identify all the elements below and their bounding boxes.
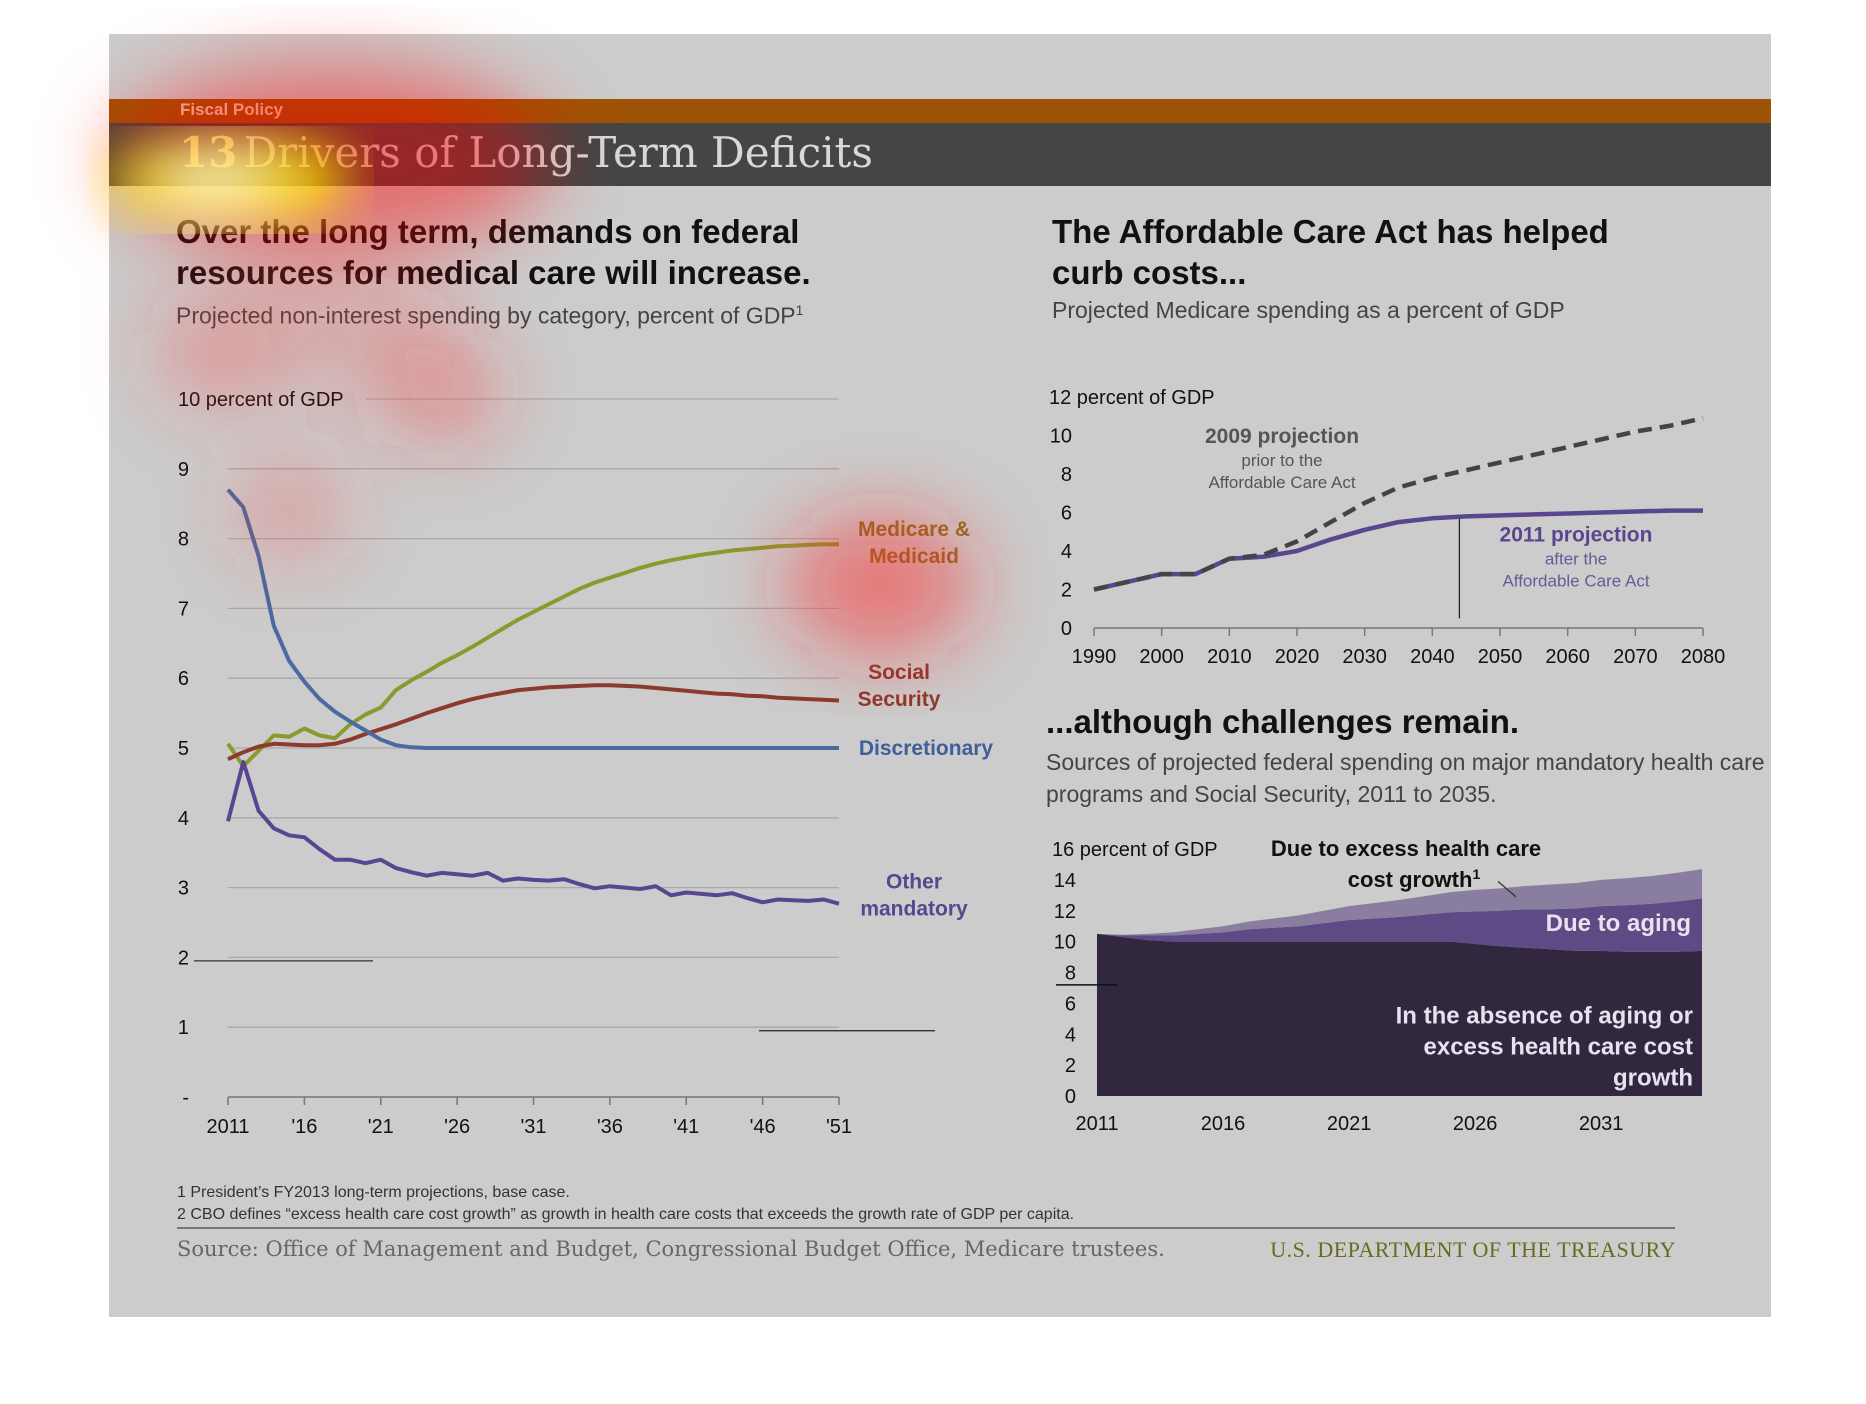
x-tick-label-2050: 2050 xyxy=(1478,646,1523,668)
y-tick-label-5: 5 xyxy=(178,738,189,760)
area-label-due-to-excess-health-care-cost-growth-line1: Due to excess health care xyxy=(1271,836,1541,861)
series-label-2009-projection: 2009 projection xyxy=(1205,425,1359,448)
y-tick-label-6: 6 xyxy=(1065,993,1076,1015)
series-line-2009-projection xyxy=(1093,416,1704,592)
y-tick-label-4: 4 xyxy=(178,808,189,830)
series-label-other-mandatory-line1: Other xyxy=(886,871,942,894)
x-tick-label-2021: 2021 xyxy=(1327,1113,1372,1135)
series-label-social-security-line1: Social xyxy=(868,661,930,684)
y-tick-label-4: 4 xyxy=(1061,541,1072,563)
y-tick-label-4: 4 xyxy=(1065,1024,1076,1046)
area-label-in-the-absence-of-aging-or-excess-health-care-cost-growth-line2: excess health care cost xyxy=(1424,1033,1694,1060)
y-tick-label-3: 3 xyxy=(178,878,189,900)
series-label-discretionary-line1: Discretionary xyxy=(859,737,994,760)
x-tick-label-2010: 2010 xyxy=(1207,646,1252,668)
y-tick-label-: - xyxy=(182,1087,189,1109)
left-subheading-sup: 1 xyxy=(795,302,804,318)
footnote-1: 1 President’s FY2013 long-term projectio… xyxy=(177,1184,570,1201)
area-label-excess-line2-text: cost growth xyxy=(1348,867,1473,892)
x-tick-label-21: '21 xyxy=(368,1116,394,1138)
x-tick-label-2031: 2031 xyxy=(1579,1113,1624,1135)
right-top-heading-line1: The Affordable Care Act has helped xyxy=(1052,213,1609,250)
area-due-to-excess-health-care-cost-growth xyxy=(1097,869,1702,936)
right-bottom-subheading-line1: Sources of projected federal spending on… xyxy=(1046,749,1765,775)
y-tick-label-7: 7 xyxy=(178,598,189,620)
y-tick-label-8: 8 xyxy=(1061,464,1072,486)
area-label-excess-sup: 1 xyxy=(1472,866,1480,882)
footnote-2: 2 CBO defines “excess health care cost g… xyxy=(177,1206,1075,1223)
series-note-2009-projection-line1: prior to the xyxy=(1241,451,1322,470)
series-line-medicare-medicaid xyxy=(226,542,839,769)
area-label-due-to-excess-health-care-cost-growth-line2: cost growth1 xyxy=(1348,866,1481,892)
slide: Fiscal Policy 13 Drivers of Long-Term Def… xyxy=(109,34,1771,1317)
area-label-due-to-aging: Due to aging xyxy=(1546,910,1691,937)
area-due-to-aging xyxy=(1097,898,1702,952)
y-tick-label-1: 1 xyxy=(178,1017,189,1039)
y-tick-label-9: 9 xyxy=(178,459,189,481)
y-tick-label-0: 0 xyxy=(1061,618,1072,640)
right-bottom-subheading-line2: programs and Social Security, 2011 to 20… xyxy=(1046,781,1497,807)
right-top-heading-line2: curb costs... xyxy=(1052,254,1247,291)
x-tick-label-2011: 2011 xyxy=(206,1116,249,1138)
x-tick-label-36: '36 xyxy=(597,1116,623,1138)
y-tick-label-8: 8 xyxy=(178,529,189,551)
x-tick-label-2020: 2020 xyxy=(1275,646,1320,668)
health-spending-sources-chart: 0 2 4 6 8 10 12 14 16 percent of GDP 2011 2016 2021… xyxy=(1052,831,1702,1135)
y-tick-label-0: 0 xyxy=(1065,1086,1076,1108)
x-tick-label-2080: 2080 xyxy=(1681,646,1726,668)
x-tick-label-2000: 2000 xyxy=(1139,646,1184,668)
x-tick-label-51: '51 xyxy=(826,1116,852,1138)
series-line-discretionary xyxy=(226,488,839,750)
y-tick-label-12: 12 xyxy=(1054,901,1076,923)
series-label-2011-projection: 2011 projection xyxy=(1500,523,1653,546)
area-label-in-the-absence-of-aging-or-excess-health-care-cost-growth-line1: In the absence of aging or xyxy=(1396,1002,1693,1029)
series-line-2011-projection xyxy=(1093,508,1703,592)
series-label-other-mandatory-line2: mandatory xyxy=(860,898,968,921)
y-tick-label-10: 10 xyxy=(1050,426,1072,448)
y-tick-label-2: 2 xyxy=(178,947,189,969)
y-tick-label-6: 6 xyxy=(1061,503,1072,525)
x-tick-label-46: '46 xyxy=(750,1116,776,1138)
x-tick-label-41: '41 xyxy=(673,1116,699,1138)
excess-leader-line xyxy=(1497,880,1517,898)
x-tick-label-2030: 2030 xyxy=(1342,646,1387,668)
y-tick-label-14: 14 xyxy=(1054,870,1076,892)
y-tick-label-8: 8 xyxy=(1065,963,1076,985)
x-tick-label-2040: 2040 xyxy=(1410,646,1455,668)
excess-label-bg xyxy=(1279,831,1539,861)
series-note-2011-projection-line1: after the xyxy=(1545,549,1607,568)
y-tick-label-6: 6 xyxy=(178,668,189,690)
x-tick-label-1990: 1990 xyxy=(1072,646,1117,668)
area-in-the-absence-of-aging-or-excess-health-care-cost-growth xyxy=(1097,933,1702,1096)
series-line-social-security xyxy=(227,683,840,762)
right-top-subheading: Projected Medicare spending as a percent… xyxy=(1052,297,1565,323)
y-tick-label-2: 2 xyxy=(1065,1055,1076,1077)
series-note-2009-projection-line2: Affordable Care Act xyxy=(1208,473,1355,492)
y-tick-label-2: 2 xyxy=(1061,580,1072,602)
series-note-2011-projection-line2: Affordable Care Act xyxy=(1502,571,1649,590)
x-tick-label-2016: 2016 xyxy=(1201,1113,1246,1135)
x-tick-label-2026: 2026 xyxy=(1453,1113,1498,1135)
right-bottom-heading: ...although challenges remain. xyxy=(1046,703,1520,740)
series-label-social-security-line2: Security xyxy=(858,688,941,711)
x-tick-label-2011: 2011 xyxy=(1075,1113,1118,1135)
right-bottom-subheading: Sources of projected federal spending on… xyxy=(1046,746,1765,810)
x-tick-label-16: '16 xyxy=(291,1116,317,1138)
x-tick-label-2070: 2070 xyxy=(1613,646,1658,668)
source-text: Source: Office of Management and Budget,… xyxy=(177,1237,1165,1261)
series-line-other-mandatory xyxy=(226,760,840,906)
y-tick-label-10: 10 xyxy=(1054,932,1076,954)
medicare-projection-chart: 12 percent of GDP 0 2 4 6 8 10 1990 2000 2010 2020… xyxy=(1049,387,1726,668)
y-axis-title: 16 percent of GDP xyxy=(1052,839,1218,861)
x-tick-label-26: '26 xyxy=(444,1116,470,1138)
department-logo-text: U.S. DEPARTMENT OF THE TREASURY xyxy=(1270,1237,1676,1262)
area-label-in-the-absence-of-aging-or-excess-health-care-cost-growth-line3: growth xyxy=(1613,1064,1693,1091)
x-tick-label-31: '31 xyxy=(520,1116,546,1138)
right-top-heading: The Affordable Care Act has helped curb … xyxy=(1052,211,1609,293)
x-tick-label-2060: 2060 xyxy=(1545,646,1590,668)
y-axis-title: 12 percent of GDP xyxy=(1049,387,1215,409)
footer-rule xyxy=(177,1227,1675,1229)
